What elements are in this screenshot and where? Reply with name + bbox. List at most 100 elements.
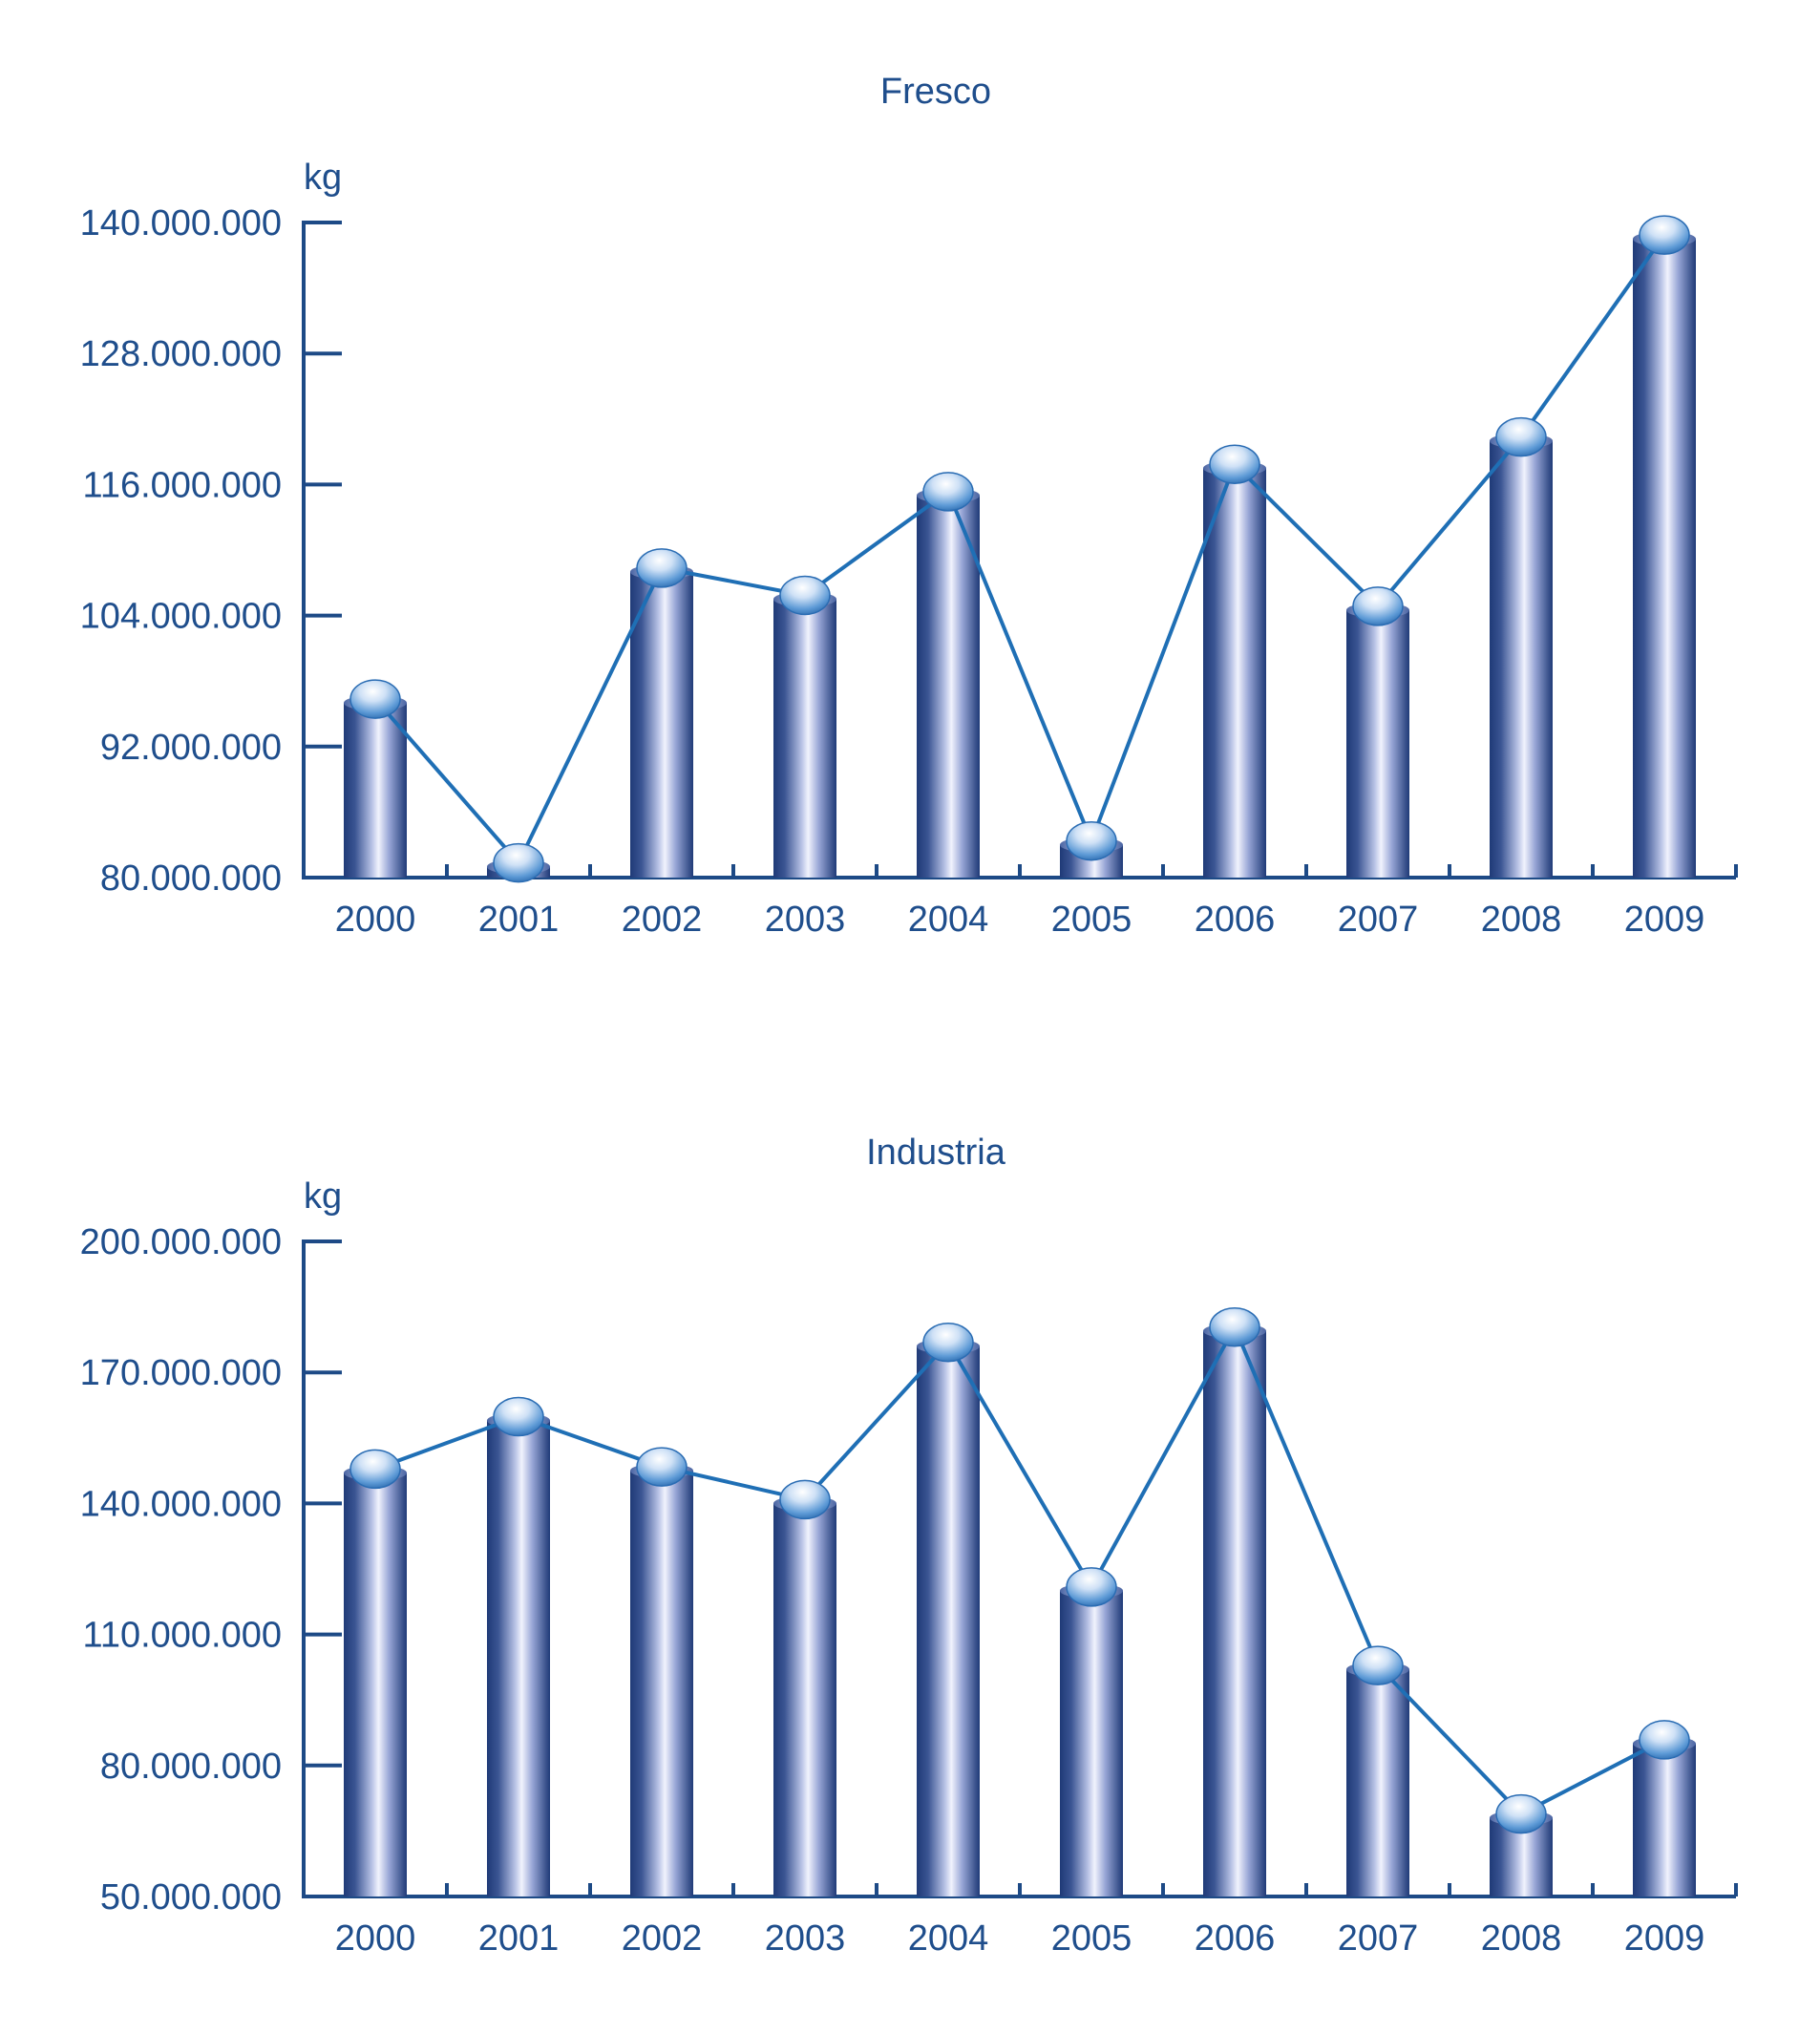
x-tick-label: 2004 [908,900,989,940]
x-tick-label: 2008 [1481,1918,1562,1959]
bar [630,1463,693,1896]
data-marker [493,1396,544,1437]
bar-body [487,1420,550,1896]
data-marker [1209,1307,1260,1347]
y-tick-label: 92.000.000 [100,728,282,768]
data-marker [1639,215,1690,255]
data-marker [349,679,401,719]
bar [1060,1582,1123,1896]
x-tick-label: 2003 [765,900,846,940]
bar-body [773,599,836,878]
y-unit-label: kg [304,158,342,198]
bar-body [773,1503,836,1896]
x-tick-label: 2007 [1338,900,1419,940]
bar-body [1633,239,1696,878]
data-marker [1639,1720,1690,1760]
series-line [373,233,1666,867]
bar [487,1412,550,1896]
bar-body [344,703,407,878]
x-tick-label: 2003 [765,1918,846,1959]
bar [1346,1662,1409,1896]
bars [344,1323,1696,1896]
bar [773,1495,836,1896]
bar [1633,231,1696,878]
y-tick-label: 170.000.000 [80,1353,282,1393]
y-tick-label: 80.000.000 [100,858,282,899]
y-unit-label: kg [304,1176,342,1217]
y-tick-label: 50.000.000 [100,1877,282,1917]
y-tick-label: 116.000.000 [83,465,283,505]
y-tick-label: 200.000.000 [80,1222,282,1262]
bar-body [1060,1590,1123,1896]
x-tick-label: 2004 [908,1918,989,1959]
x-tick-label: 2005 [1051,1918,1132,1959]
y-tick-label: 104.000.000 [80,597,282,637]
x-tick-label: 2001 [478,900,560,940]
y-tick-label: 140.000.000 [80,1484,282,1524]
y-tick-label: 110.000.000 [83,1616,283,1656]
x-tick-label: 2001 [478,1918,560,1959]
bar-body [1203,1330,1266,1896]
x-tick-label: 2006 [1195,900,1276,940]
x-tick-label: 2005 [1051,900,1132,940]
x-tick-label: 2002 [622,1918,703,1959]
bar-body [1346,1669,1409,1896]
x-tick-label: 2007 [1338,1918,1419,1959]
chart-title: Industria [866,1133,1006,1173]
data-marker [1066,1567,1117,1607]
chart-fresco: Fresco kg 80.000.000 92.000.000 104.000.00… [80,72,1738,940]
series-polyline [374,1323,1665,1817]
y-ticks: 80.000.000 92.000.000 104.000.000 116.000.0… [80,203,342,899]
x-tick-label: 2006 [1195,1918,1276,1959]
series-line [374,1323,1665,1817]
bars [344,231,1696,878]
x-tick-label: 2008 [1481,900,1562,940]
x-tick-label: 2009 [1624,900,1705,940]
data-marker [922,472,974,512]
series-polyline [373,233,1666,867]
bar [1203,1323,1266,1896]
y-tick-label: 140.000.000 [80,203,282,244]
bar [344,1465,407,1896]
bar-body [1633,1743,1696,1896]
bar-body [344,1473,407,1896]
x-tick-label: 2000 [335,1918,416,1959]
x-ticks: 2000 2001 2002 2003 2004 2005 2006 2007 2008 2009 [335,864,1738,940]
bar [1490,433,1553,878]
data-marker [1352,586,1404,626]
data-marker [493,842,544,883]
bar [773,591,836,878]
data-marker [1352,1645,1404,1685]
data-marker [636,548,688,588]
bar [917,1338,980,1896]
data-marker [1495,1793,1547,1834]
y-tick-label: 80.000.000 [100,1747,282,1787]
bar-body [917,495,980,878]
data-marker [779,575,831,616]
y-tick-label: 128.000.000 [80,334,282,374]
chart-title: Fresco [880,72,991,112]
bar [1346,602,1409,878]
bar [1203,460,1266,878]
data-marker [1209,444,1260,484]
x-tick-label: 2002 [622,900,703,940]
data-marker [1495,416,1547,457]
data-marker [636,1447,688,1487]
bar-body [1346,609,1409,878]
data-marker [922,1323,974,1363]
x-ticks: 2000 2001 2002 2003 2004 2005 2006 2007 2008 2009 [335,1883,1738,1959]
bar-body [917,1345,980,1896]
data-marker [349,1449,401,1490]
y-ticks: 50.000.000 80.000.000 110.000.000 140.000.0… [80,1222,342,1917]
bar-body [1490,440,1553,878]
x-tick-label: 2000 [335,900,416,940]
x-tick-label: 2009 [1624,1918,1705,1959]
bar-body [630,571,693,878]
bar [1633,1735,1696,1896]
markers [349,1307,1690,1834]
markers [349,215,1690,883]
data-marker [779,1479,831,1520]
data-marker [1066,820,1117,861]
bar-body [630,1471,693,1896]
